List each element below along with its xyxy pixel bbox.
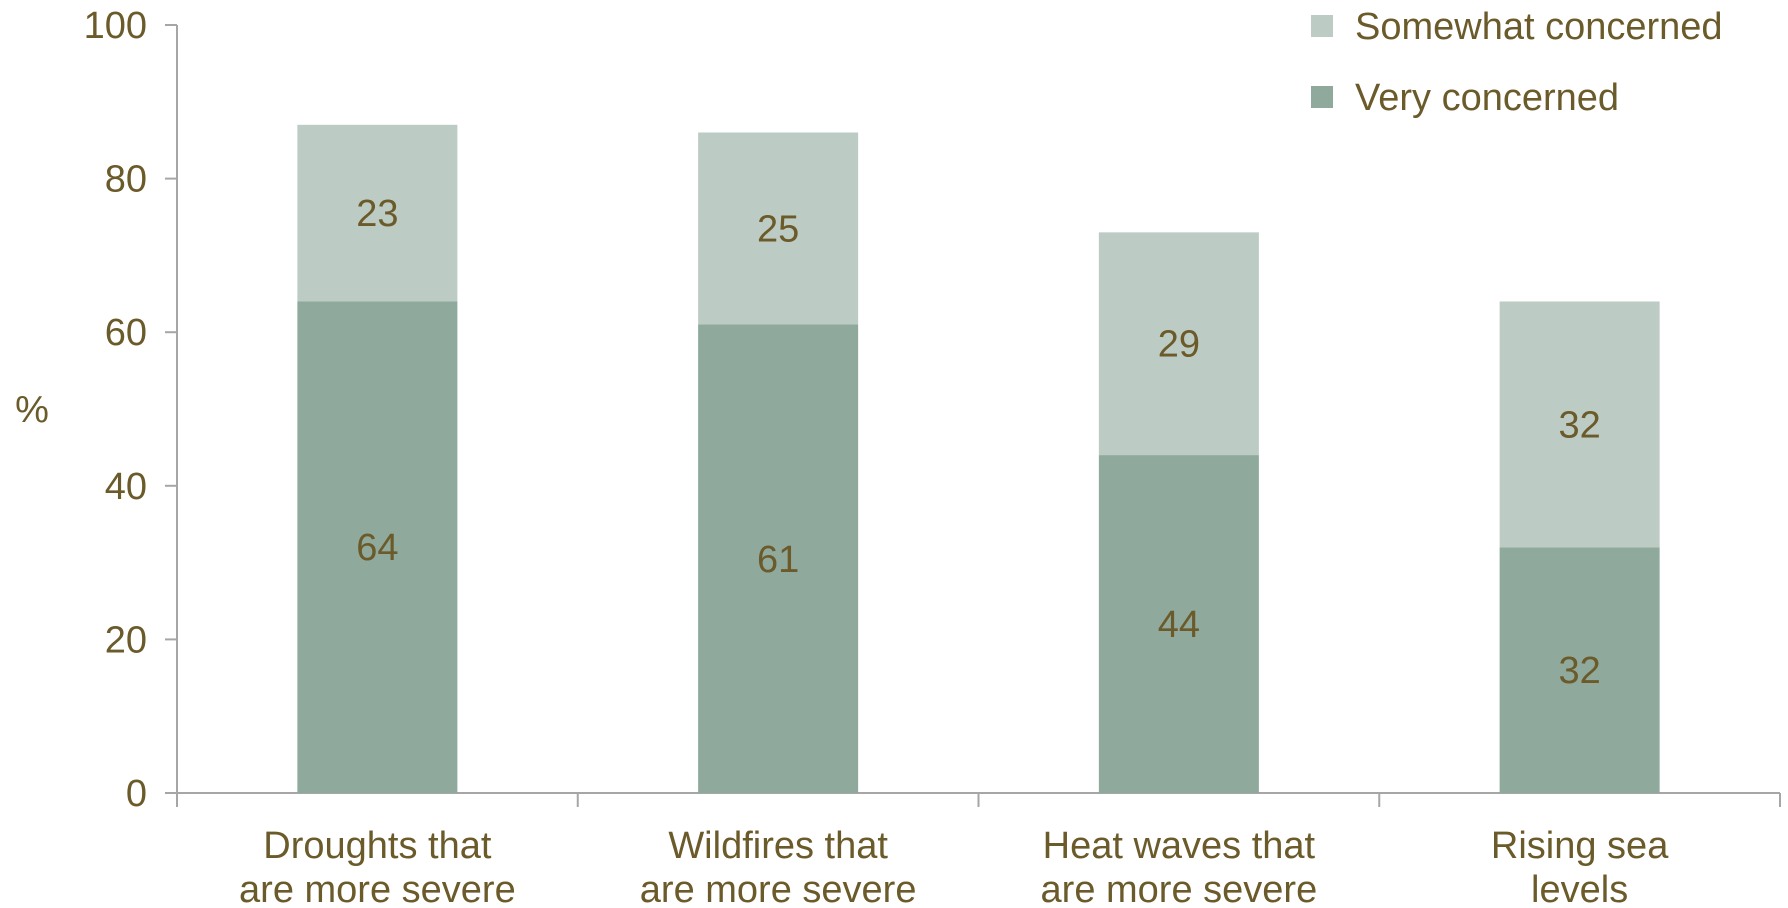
bar-very-concerned (1499, 547, 1660, 793)
bar-very-concerned (297, 301, 458, 793)
legend-swatch (1311, 15, 1333, 37)
x-category-label-line: are more severe (239, 869, 516, 908)
x-category-label-line: Rising sea (1491, 825, 1669, 867)
bar-very-concerned (1098, 455, 1259, 793)
x-category-label-line: levels (1531, 869, 1628, 908)
bar-somewhat-concerned (698, 132, 859, 325)
data-label-somewhat-concerned: 29 (1158, 324, 1200, 366)
y-tick-label: 0 (126, 773, 147, 815)
x-category-label-line: Heat waves that (1043, 825, 1316, 867)
x-category-label-line: are more severe (640, 869, 917, 908)
data-label-very-concerned: 61 (757, 539, 799, 581)
y-tick-label: 80 (105, 159, 147, 201)
x-category-label: Rising sea levels (1491, 825, 1669, 908)
x-category-label: Heat waves that are more severe (1041, 825, 1318, 908)
data-label-somewhat-concerned: 23 (356, 193, 398, 235)
data-labels: 64 23 61 25 44 29 32 32 (356, 193, 1601, 692)
legend-label: Somewhat concerned (1355, 6, 1723, 48)
y-tick-label: 60 (105, 312, 147, 354)
data-label-very-concerned: 64 (356, 527, 398, 569)
x-category-label-line: Droughts that (263, 825, 492, 867)
y-tick-label: 40 (105, 466, 147, 508)
data-label-very-concerned: 32 (1558, 650, 1600, 692)
x-category-label-line: Wildfires that (668, 825, 888, 867)
legend-swatch (1311, 86, 1333, 108)
x-category-label-line: are more severe (1041, 869, 1318, 908)
legend: Somewhat concerned Very concerned (1311, 6, 1723, 119)
legend-label: Very concerned (1355, 77, 1619, 119)
bar-very-concerned (698, 324, 859, 793)
y-axis-title: % (15, 389, 49, 431)
bar-somewhat-concerned (1098, 232, 1259, 456)
x-category-label: Wildfires that are more severe (640, 825, 917, 908)
bar-somewhat-concerned (297, 124, 458, 302)
x-category-label: Droughts that are more severe (239, 825, 516, 908)
data-label-very-concerned: 44 (1158, 604, 1200, 646)
bars (297, 124, 1660, 793)
data-label-somewhat-concerned: 32 (1558, 404, 1600, 446)
y-tick-label: 100 (84, 5, 147, 47)
data-label-somewhat-concerned: 25 (757, 209, 799, 251)
y-tick-label: 20 (105, 619, 147, 661)
bar-somewhat-concerned (1499, 301, 1660, 548)
